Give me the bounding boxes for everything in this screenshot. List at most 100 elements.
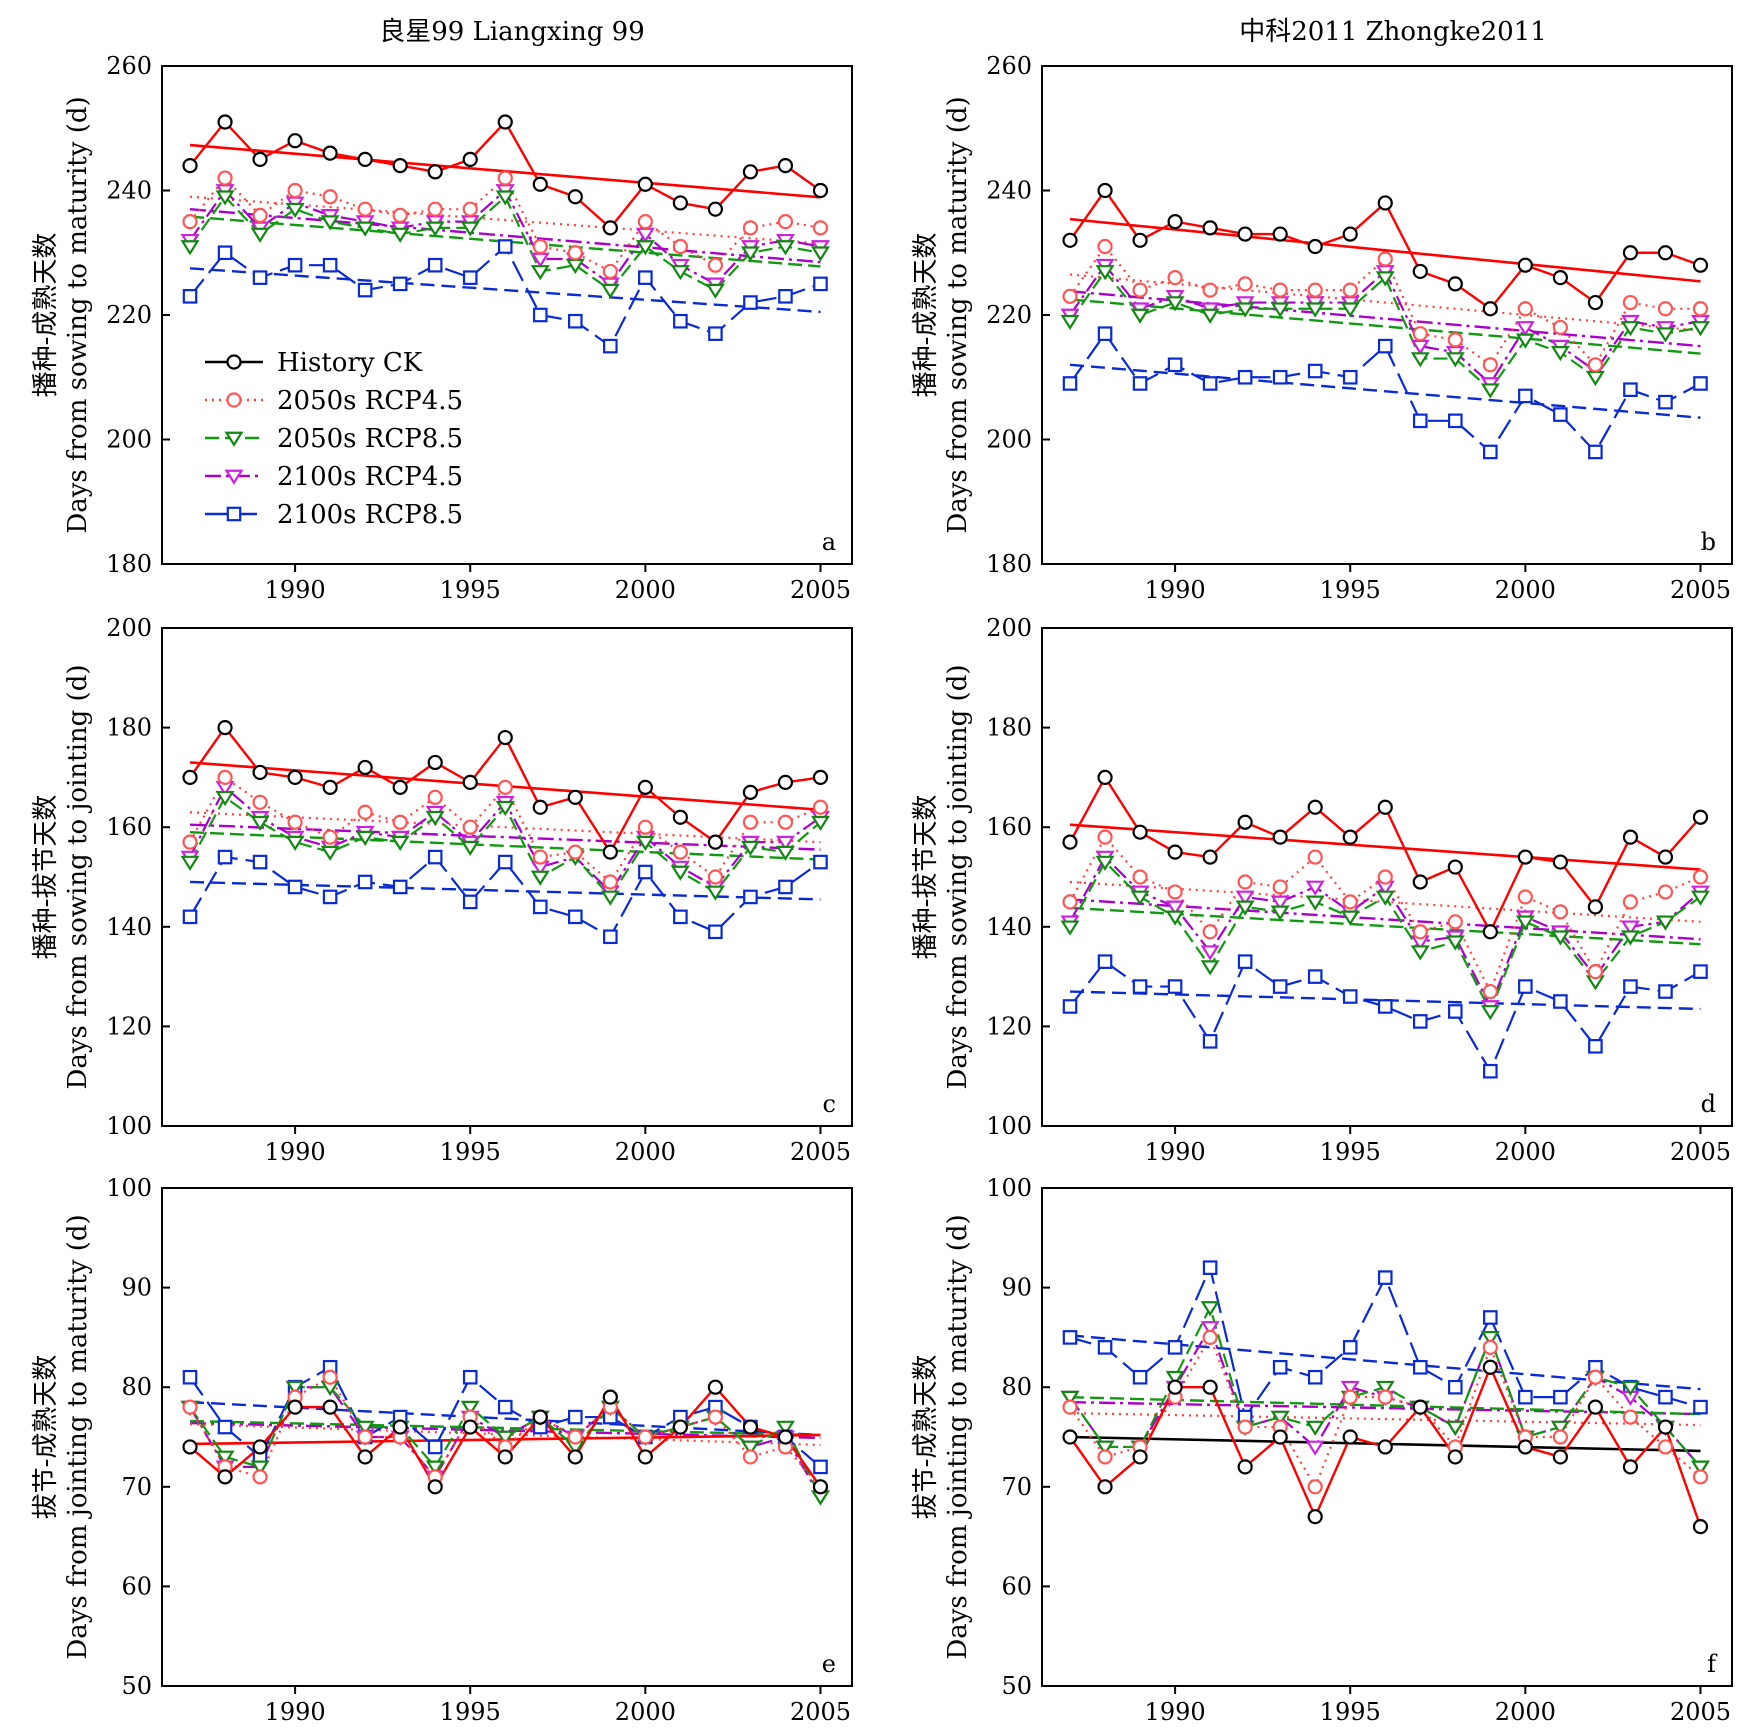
data-point — [777, 158, 794, 174]
data-point — [1447, 276, 1463, 292]
markers-2050s-rcp4-5 — [1062, 829, 1709, 1000]
data-point — [1482, 1339, 1498, 1355]
panel-b: 180 200 220 240 260 1990 1995 2000 2005 播种-成熟天数 Da… — [911, 52, 1733, 604]
x-tick-label: 1995 — [440, 576, 501, 604]
data-point — [672, 195, 688, 211]
data-point — [532, 899, 548, 915]
data-point — [1483, 1310, 1498, 1325]
data-point — [532, 307, 548, 323]
data-point — [1062, 288, 1078, 304]
data-point — [1307, 363, 1323, 379]
data-point — [497, 1399, 513, 1415]
data-point — [1552, 1449, 1568, 1465]
data-point — [215, 790, 235, 807]
data-point — [1342, 1429, 1358, 1445]
data-point — [1272, 979, 1288, 994]
data-point — [427, 1439, 443, 1455]
data-point — [427, 1479, 443, 1495]
data-point — [1272, 369, 1288, 385]
data-point — [740, 1440, 760, 1456]
markers-2100s-rcp8-5 — [1062, 326, 1708, 460]
data-point — [672, 844, 688, 860]
y-axis-label-cn: 播种-拔节天数 — [911, 795, 941, 960]
data-point — [390, 835, 410, 851]
data-point — [217, 769, 233, 786]
data-point — [355, 830, 375, 846]
markers-2050s-rcp8-5 — [180, 790, 830, 906]
data-point — [1657, 1419, 1674, 1435]
y-tick-label: 50 — [121, 1672, 152, 1700]
x-tick-label: 2000 — [615, 1138, 676, 1166]
data-point — [1130, 890, 1150, 906]
data-point — [742, 814, 759, 830]
legend-marker — [224, 469, 244, 485]
data-point — [1062, 1399, 1078, 1415]
data-point — [707, 834, 724, 850]
data-point — [637, 1429, 653, 1445]
data-point — [740, 246, 760, 262]
data-point — [705, 885, 725, 901]
data-point — [392, 158, 408, 174]
data-point — [1097, 1479, 1113, 1495]
data-point — [708, 924, 723, 940]
data-point — [1095, 265, 1115, 281]
y-tick-label: 100 — [986, 1112, 1032, 1140]
data-point — [775, 835, 795, 851]
data-point — [427, 164, 443, 180]
data-point — [182, 1369, 198, 1385]
data-point — [252, 794, 268, 810]
data-point — [1097, 769, 1113, 786]
data-point — [1342, 1389, 1358, 1405]
data-point — [1483, 444, 1498, 460]
data-point — [1588, 1039, 1603, 1054]
data-point — [462, 894, 478, 910]
data-point — [1200, 308, 1220, 324]
legend-entry: 2100s RCP8.5 — [205, 500, 463, 530]
markers-2100s-rcp8-5 — [1062, 954, 1708, 1079]
markers-2050s-rcp4-5 — [1062, 238, 1709, 373]
data-point — [182, 769, 198, 786]
data-point — [1132, 1449, 1148, 1465]
data-point — [600, 283, 620, 299]
data-point — [813, 276, 828, 292]
column-title-left: 良星99 Liangxing 99 — [379, 17, 645, 47]
data-point — [215, 190, 235, 206]
data-point — [182, 1439, 198, 1455]
data-point — [813, 1459, 828, 1475]
data-point — [1518, 388, 1533, 404]
data-point — [322, 779, 338, 795]
data-point — [217, 719, 233, 736]
data-point — [1655, 327, 1675, 343]
y-tick-label: 70 — [1001, 1473, 1032, 1501]
data-point — [1272, 1429, 1288, 1445]
data-point — [1237, 369, 1253, 385]
data-point — [425, 1460, 445, 1476]
y-tick-label: 100 — [106, 1174, 152, 1202]
data-point — [1692, 1469, 1709, 1485]
data-point — [322, 257, 338, 273]
data-point — [637, 214, 653, 230]
data-point — [1377, 1439, 1393, 1455]
data-point — [357, 804, 373, 820]
y-tick-label: 80 — [121, 1373, 152, 1401]
markers-2100s-rcp8-5 — [182, 239, 828, 354]
data-point — [1340, 302, 1360, 318]
plot-frame — [161, 1187, 853, 1687]
markers-history-ck — [182, 114, 829, 236]
data-point — [672, 809, 688, 825]
data-point — [357, 1449, 373, 1465]
data-point — [532, 238, 548, 255]
data-point — [322, 1369, 338, 1385]
y-tick-label: 70 — [121, 1473, 152, 1501]
data-point — [1095, 855, 1115, 871]
data-point — [775, 240, 795, 256]
data-point — [355, 221, 375, 237]
data-point — [1062, 1429, 1078, 1445]
data-point — [1553, 1389, 1568, 1405]
data-point — [1062, 894, 1078, 910]
data-point — [1062, 834, 1078, 850]
data-point — [287, 182, 303, 199]
data-point — [1342, 1340, 1358, 1355]
data-point — [1167, 357, 1183, 373]
data-point — [1693, 1399, 1708, 1415]
